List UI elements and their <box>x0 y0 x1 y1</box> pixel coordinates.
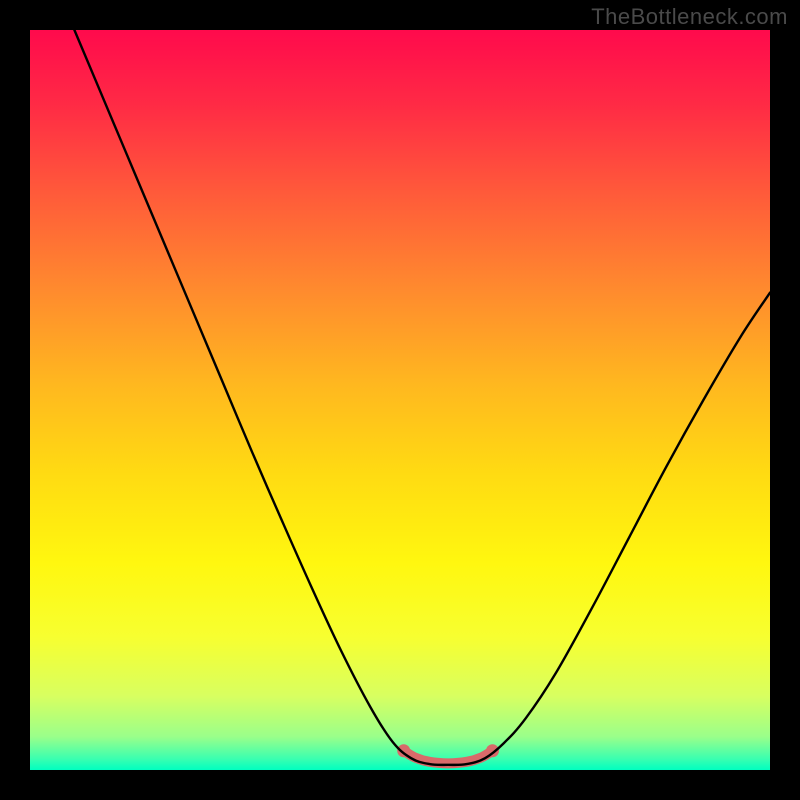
watermark-text: TheBottleneck.com <box>591 4 788 30</box>
chart-frame: TheBottleneck.com <box>0 0 800 800</box>
chart-svg <box>0 0 800 800</box>
plot-background <box>30 30 770 770</box>
